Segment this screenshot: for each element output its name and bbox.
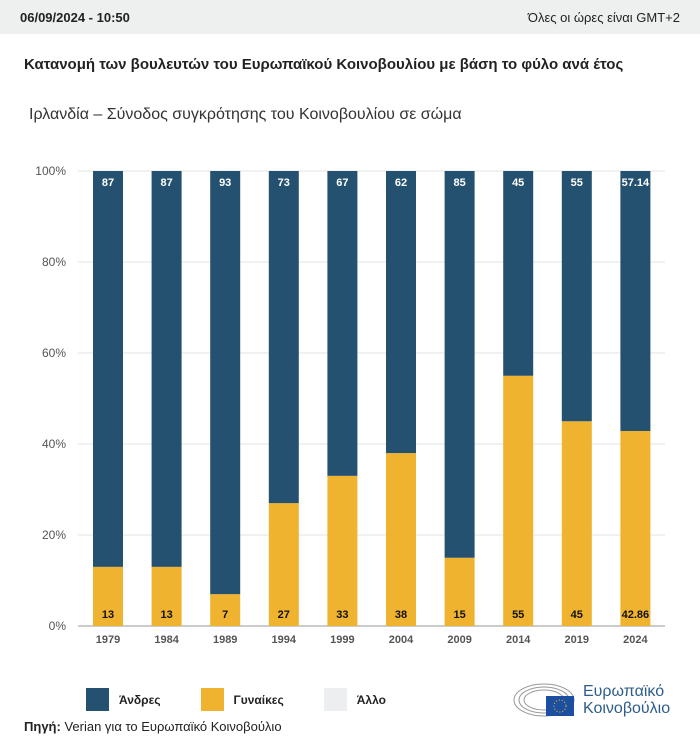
bar-women — [93, 566, 123, 626]
x-tick-label: 2009 — [447, 634, 471, 646]
data-label-women: 33 — [336, 609, 348, 621]
parliament-logo-icon — [513, 683, 575, 717]
chart-title: Κατανομή των βουλευτών του Ευρωπαϊκού Κο… — [24, 56, 624, 73]
bar-women — [561, 421, 592, 626]
bar-men — [561, 171, 592, 422]
source-label: Πηγή: — [24, 719, 61, 734]
data-label-men: 87 — [102, 177, 114, 189]
bar-women — [620, 430, 651, 626]
data-label-men: 62 — [395, 177, 407, 189]
legend-label: Γυναίκες — [233, 692, 284, 707]
bar-men — [444, 171, 475, 558]
y-tick-label: 60% — [42, 346, 66, 360]
bar-women — [503, 375, 534, 626]
data-label-women: 15 — [453, 609, 465, 621]
bar-women — [327, 475, 358, 626]
x-tick-label: 1984 — [154, 634, 179, 646]
x-tick-label: 1994 — [272, 634, 297, 646]
data-label-women: 27 — [278, 609, 290, 621]
x-tick-label: 1979 — [96, 634, 120, 646]
data-label-women: 38 — [395, 609, 407, 621]
bar-men — [620, 171, 651, 431]
chart: 0% 20% 40% 60% 80% 100% 87 13 1979 87 13 1984 93 7 198… — [35, 164, 665, 646]
y-tick-label: 0% — [49, 619, 67, 633]
y-tick-label: 100% — [35, 164, 66, 178]
bar-men — [151, 171, 182, 567]
legend-swatch — [86, 688, 109, 711]
data-label-men: 85 — [453, 177, 465, 189]
data-label-men: 55 — [571, 177, 583, 189]
bar-women — [386, 453, 416, 626]
x-tick-label: 2019 — [565, 634, 589, 646]
x-tick-label: 2004 — [389, 634, 414, 646]
data-label-women: 45 — [571, 609, 583, 621]
data-label-men: 67 — [336, 177, 348, 189]
legend-swatch — [323, 688, 347, 711]
chart-subtitle: Ιρλανδία – Σύνοδος συγκρότησης του Κοινο… — [29, 106, 462, 123]
legend-swatch — [200, 688, 224, 711]
data-label-women: 55 — [512, 609, 524, 621]
bar-women — [268, 503, 299, 626]
data-label-women: 13 — [102, 609, 114, 621]
bar-women — [444, 557, 475, 626]
data-label-women: 7 — [222, 609, 228, 621]
data-label-women: 13 — [160, 609, 172, 621]
data-label-men: 93 — [219, 177, 231, 189]
x-tick-label: 2014 — [506, 634, 531, 646]
bar-men — [503, 171, 534, 376]
bar-men — [210, 171, 241, 595]
timezone-note: Όλες οι ώρες είναι GMT+2 — [527, 9, 680, 25]
logo-text-2: Κοινοβούλιο — [583, 700, 671, 717]
legend-label: Άνδρες — [119, 692, 161, 707]
data-label-men: 73 — [278, 177, 290, 189]
source-text: Verian για το Ευρωπαϊκό Κοινοβούλιο — [60, 719, 282, 734]
legend: Άνδρες Γυναίκες Άλλο — [86, 688, 426, 711]
bar-men — [93, 171, 123, 567]
x-tick-label: 1999 — [330, 634, 354, 646]
x-tick-label: 1989 — [213, 634, 237, 646]
bar-women — [151, 566, 182, 626]
y-tick-label: 20% — [42, 528, 66, 542]
bar-men — [268, 171, 299, 504]
data-label-men: 57.14 — [622, 177, 650, 189]
datetime: 06/09/2024 - 10:50 — [20, 9, 130, 25]
logo-text-1: Ευρωπαϊκό — [583, 683, 665, 700]
legend-item-women[interactable]: Γυναίκες — [200, 688, 284, 711]
legend-item-other[interactable]: Άλλο — [323, 688, 386, 711]
bar-men — [327, 171, 358, 476]
data-label-men: 45 — [512, 177, 524, 189]
legend-item-men[interactable]: Άνδρες — [86, 688, 161, 711]
y-tick-label: 80% — [42, 255, 66, 269]
y-tick-label: 40% — [42, 437, 66, 451]
bar-men — [386, 171, 416, 454]
legend-label: Άλλο — [356, 692, 386, 707]
source: Πηγή: Verian για το Ευρωπαϊκό Κοινοβούλι… — [24, 719, 282, 734]
x-tick-label: 2024 — [623, 634, 648, 646]
data-label-men: 87 — [160, 177, 172, 189]
ep-logo: Ευρωπαϊκό Κοινοβούλιο — [513, 682, 670, 718]
data-label-women: 42.86 — [622, 609, 650, 621]
bar-women — [210, 594, 241, 626]
header-bar: 06/09/2024 - 10:50 Όλες οι ώρες είναι GM… — [0, 0, 700, 34]
